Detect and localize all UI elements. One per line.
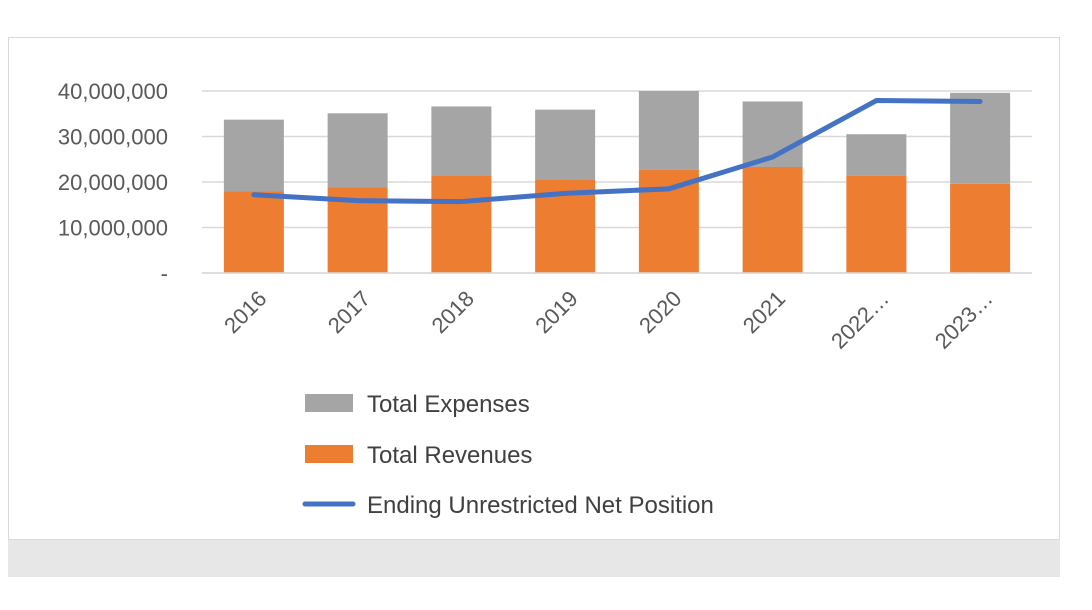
bar-total-expenses: [638, 91, 699, 170]
x-tick-label: 2019: [530, 286, 582, 338]
bar-total-expenses: [846, 134, 907, 176]
bar-total-revenues: [431, 175, 492, 273]
x-tick-label: 2017: [323, 286, 375, 338]
legend-label: Ending Unrestricted Net Position: [367, 492, 714, 519]
bar-total-expenses: [327, 113, 388, 188]
bar-total-revenues: [223, 191, 284, 273]
bar-total-expenses: [950, 92, 1011, 184]
bottom-band: [8, 540, 1060, 577]
x-tick-label: 2016: [219, 286, 271, 338]
y-tick-label: 20,000,000: [58, 170, 168, 195]
legend-item: Ending Unrestricted Net Position: [302, 492, 714, 519]
legend-label: Total Revenues: [367, 442, 532, 469]
y-tick-label: -: [161, 261, 168, 286]
y-tick-label: 40,000,000: [58, 79, 168, 104]
bar-total-expenses: [535, 109, 596, 180]
x-tick-label: 2020: [634, 286, 686, 338]
bar-total-revenues: [950, 183, 1011, 273]
legend-item: Total Revenues: [305, 442, 532, 469]
chart-area: [8, 37, 1060, 540]
bar-total-revenues: [846, 175, 907, 273]
bar-total-expenses: [431, 106, 492, 176]
legend-swatch: [305, 445, 353, 463]
bar-total-revenues: [742, 166, 803, 273]
y-tick-label: 30,000,000: [58, 125, 168, 150]
grid-lines: [202, 90, 1032, 274]
line-ending-unrestricted-net-position: [251, 98, 983, 205]
legend-item: Total Expenses: [305, 391, 530, 418]
legend: Total Expenses Total Revenues Ending Unres…: [302, 391, 714, 519]
y-tick-label: 10,000,000: [58, 216, 168, 241]
x-tick-label: 2022…: [826, 286, 894, 354]
bars: [223, 91, 1011, 273]
x-tick-label: 2018: [427, 286, 479, 338]
legend-swatch: [305, 394, 353, 412]
legend-label: Total Expenses: [367, 391, 530, 418]
bar-total-expenses: [223, 119, 284, 192]
x-tick-label: 2021: [738, 286, 790, 338]
x-tick-label: 2023…: [930, 286, 998, 354]
net-position-line: [251, 98, 983, 205]
